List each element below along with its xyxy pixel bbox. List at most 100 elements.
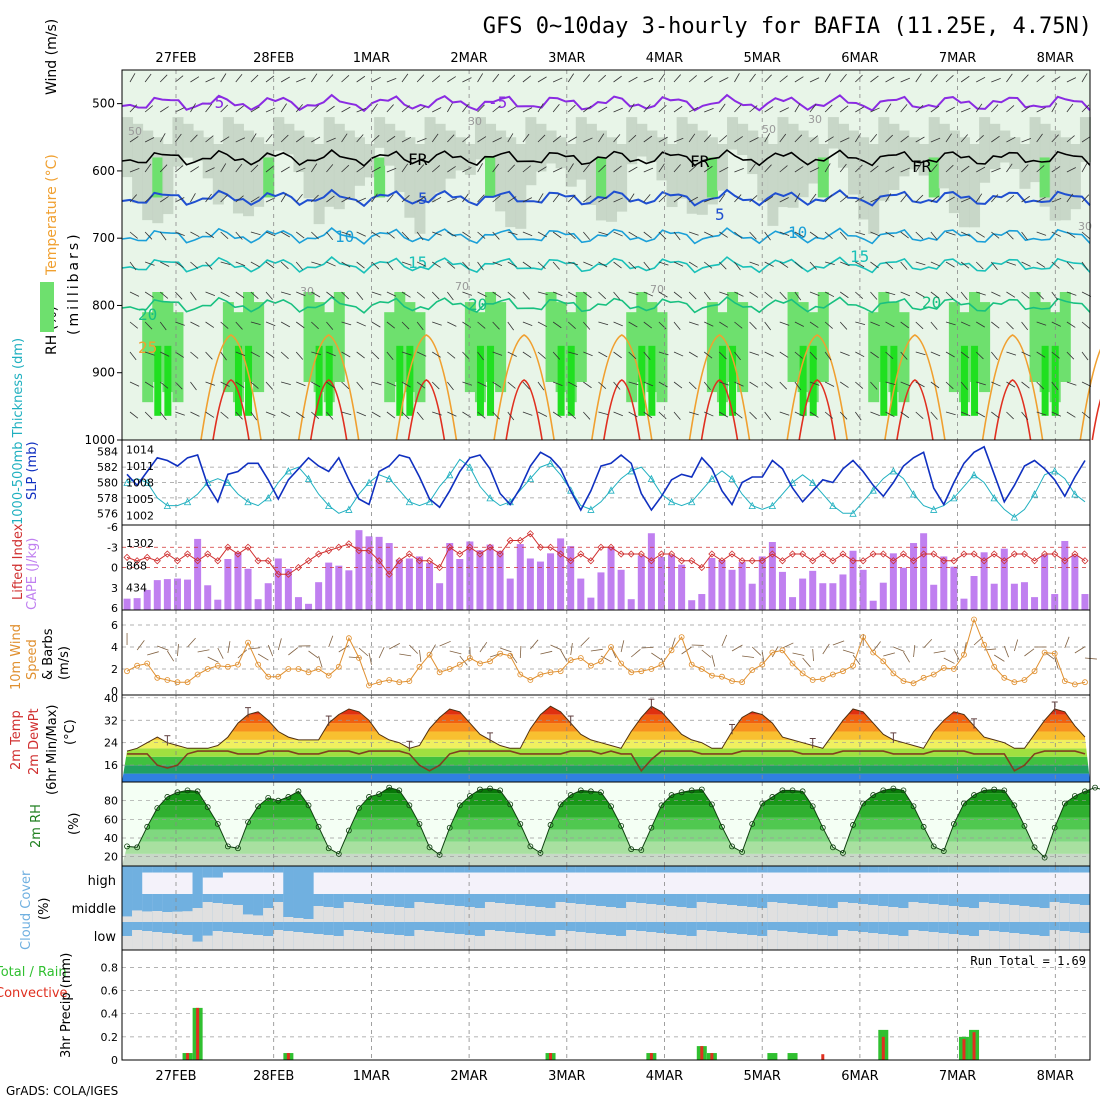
- surface-wind-barb: [439, 640, 451, 647]
- wind-speed-line-marker: [648, 666, 655, 672]
- cloud-cell-high: [807, 866, 818, 873]
- wind-barb: [900, 411, 910, 419]
- cloud-gap: [706, 903, 717, 922]
- rh-cell-bright: [638, 345, 646, 416]
- li-tick-label: 0: [111, 562, 118, 575]
- wind-barb: [1036, 107, 1046, 113]
- wind-barb: [311, 291, 321, 298]
- wind-barb: [764, 411, 772, 421]
- thickness-line-marker: [647, 474, 656, 483]
- lifted-index-line-marker: [607, 543, 615, 551]
- wind-barb: [356, 351, 365, 359]
- wind-barb: [477, 291, 487, 297]
- cloud-gap: [293, 932, 304, 950]
- rh-line-marker: [598, 789, 604, 796]
- cloud-gap: [142, 931, 153, 950]
- rh-cell-mid: [202, 137, 214, 179]
- surface-wind-barb: [530, 639, 539, 650]
- wind-barb: [492, 73, 500, 83]
- cape-bar: [970, 576, 978, 610]
- rh-line-marker: [345, 827, 352, 834]
- wind-barb: [326, 105, 335, 113]
- cloud-gap: [605, 907, 617, 922]
- temp-tick-label: 32: [104, 714, 118, 727]
- wind-barb: [220, 73, 227, 83]
- cape-bar: [1010, 583, 1018, 610]
- temperature-band: [122, 723, 1090, 732]
- date-tick-top: 27FEB: [155, 51, 196, 66]
- wind-speed-line-marker: [688, 661, 695, 668]
- cape-bar: [466, 541, 474, 610]
- wind-barb: [447, 134, 455, 143]
- cloud-gap: [777, 903, 788, 922]
- lifted-index-line-marker: [1010, 550, 1018, 558]
- thickness-line-marker: [183, 497, 192, 506]
- wind-speed-line-marker: [124, 668, 130, 675]
- rh-cell-green: [787, 292, 799, 382]
- thickness-line-marker: [546, 459, 555, 467]
- date-tick-top: 2MAR: [450, 51, 487, 66]
- lifted-index-line-marker: [204, 550, 212, 558]
- wind-speed-line-marker: [930, 671, 937, 678]
- rh-cell-mid: [273, 117, 285, 151]
- surface-wind-barb: [751, 646, 762, 656]
- rh-line-marker: [275, 797, 282, 804]
- wind-barb: [809, 135, 819, 143]
- surface-wind-barb: [257, 653, 269, 661]
- wind-barb: [220, 136, 230, 143]
- rh-line: [126, 787, 1100, 859]
- rh-cell-bright: [315, 345, 323, 416]
- wind-barb: [628, 103, 635, 113]
- wind-barb: [658, 136, 668, 143]
- temperature-contour-label: 5: [715, 205, 725, 224]
- wind-barb: [1066, 231, 1076, 238]
- wind-speed-line-marker: [517, 671, 524, 678]
- wind-barb: [749, 137, 759, 143]
- wind-barb: [855, 164, 863, 173]
- wind-barb: [129, 291, 140, 297]
- wind-barb: [522, 291, 530, 300]
- cloud-gap: [374, 933, 385, 950]
- cloud-cell-middle: [142, 894, 153, 922]
- cloud-gap: [908, 930, 919, 950]
- surface-wind-barb: [761, 651, 765, 664]
- wind-barb: [583, 231, 591, 240]
- wind-barb: [628, 351, 637, 360]
- temperature-contour-label: FR: [408, 150, 428, 169]
- rh-cell-green: [1059, 292, 1071, 382]
- wind-barb: [160, 261, 170, 267]
- wind-barb: [280, 193, 287, 203]
- wind-barb: [522, 133, 530, 143]
- cloud-gap: [666, 906, 677, 922]
- cape-bar: [950, 566, 958, 610]
- wind-barb: [250, 291, 259, 299]
- thickness-line-marker: [163, 501, 172, 509]
- wind-barb: [492, 321, 500, 330]
- rh-cell-mid: [192, 130, 204, 162]
- wind-barb: [855, 291, 864, 299]
- surface-wind-barb: [429, 644, 436, 656]
- wind-barb: [658, 411, 667, 420]
- cloud-gap: [313, 906, 324, 922]
- wind-barb: [900, 231, 909, 239]
- rh-tick-label: 60: [104, 813, 118, 826]
- cloud-cell-high: [525, 866, 536, 873]
- wind-barb: [643, 104, 651, 113]
- wind-speed-line-marker: [245, 639, 251, 646]
- wind-barb: [507, 231, 518, 235]
- wind-barb: [930, 291, 940, 299]
- cloud-gap: [888, 935, 899, 950]
- rh-line-marker: [325, 845, 332, 852]
- lifted-index-line-marker: [879, 550, 887, 558]
- rh-cell-mid: [848, 130, 860, 195]
- wind-barb: [1066, 321, 1076, 328]
- wind-barb: [824, 351, 832, 361]
- wind-speed-line-marker: [345, 635, 352, 642]
- wind-barb: [779, 75, 788, 83]
- surface-wind-barb: [318, 655, 323, 668]
- cloud-gap: [686, 936, 697, 950]
- cloud-gap: [979, 902, 990, 922]
- rh-cell-green: [333, 292, 345, 382]
- wind-barb: [960, 75, 970, 83]
- wind-barb: [643, 135, 653, 143]
